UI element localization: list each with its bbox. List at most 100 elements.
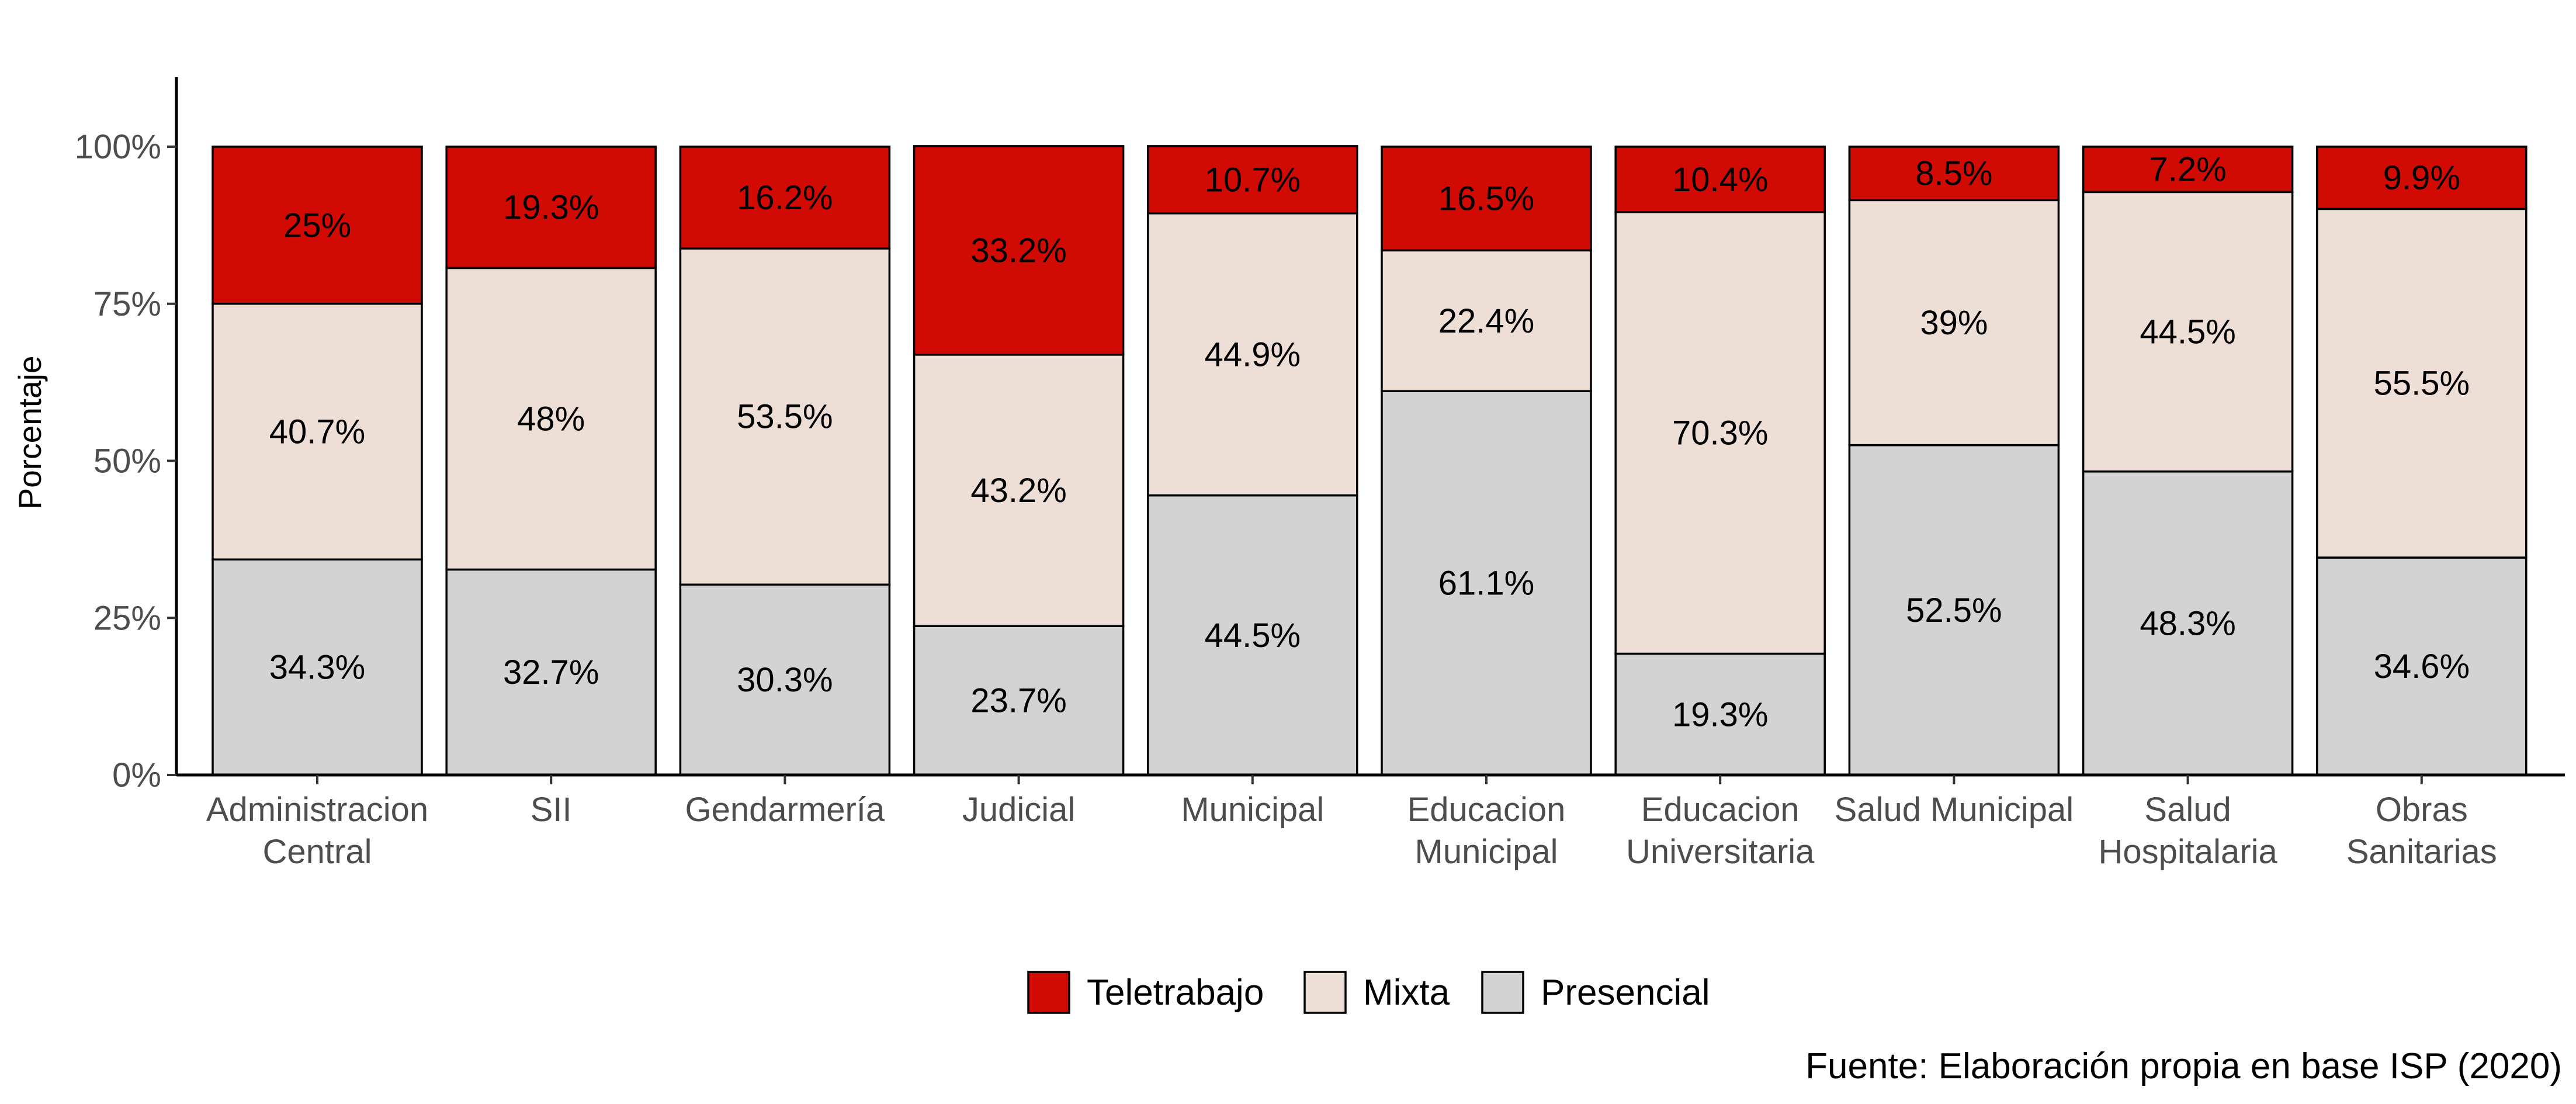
data-label: 53.5%: [737, 398, 833, 436]
x-tick-label-line: Municipal: [1415, 833, 1558, 871]
data-label: 39%: [1920, 304, 1988, 342]
x-tick-label-line: Administracion: [206, 791, 428, 829]
x-tick-label: Judicial: [962, 791, 1075, 829]
data-label: 30.3%: [737, 661, 833, 699]
legend-label-teletrabajo: Teletrabajo: [1087, 973, 1264, 1013]
data-label: 44.5%: [2140, 313, 2235, 351]
x-tick-label: SII: [531, 791, 572, 829]
x-tick-label: Educacion Municipal: [1407, 791, 1566, 871]
data-label: 52.5%: [1906, 591, 2002, 629]
x-tick-label-line: Salud: [2144, 791, 2231, 829]
bar-segment-presencial: [445, 568, 657, 776]
data-label: 34.3%: [269, 649, 365, 687]
data-label: 19.3%: [1672, 695, 1768, 733]
x-tick-label-line: Salud Municipal: [1835, 791, 2074, 829]
axes-layer: 0% 25% 50% 75% 100% Administracion Central SII G…: [75, 77, 2565, 871]
x-tick-label-line: Educacion: [1641, 791, 1800, 829]
data-label: 10.7%: [1205, 161, 1301, 199]
bar-segment-teletrabajo: [913, 145, 1125, 356]
bars-layer: [212, 145, 2528, 776]
x-tick-label-line: Educacion: [1407, 791, 1566, 829]
bar-segment-teletrabajo: [2082, 146, 2294, 193]
bar-segment-mixta: [1614, 211, 1826, 655]
x-tick-label: Gendarmería: [685, 791, 885, 829]
data-label: 7.2%: [2149, 151, 2226, 189]
legend-label-presencial: Presencial: [1541, 973, 1710, 1013]
data-label: 61.1%: [1438, 565, 1534, 603]
data-label: 8.5%: [1915, 155, 1992, 193]
data-label: 40.7%: [269, 413, 365, 451]
x-tick-label-line: Municipal: [1181, 791, 1324, 829]
x-tick-label: Educacion Universitaria: [1626, 791, 1815, 871]
data-label: 43.2%: [970, 472, 1066, 510]
data-label: 44.9%: [1205, 335, 1301, 373]
data-label: 55.5%: [2374, 365, 2470, 403]
x-tick-label-line: Central: [263, 833, 372, 871]
bar-segment-presencial: [2082, 470, 2294, 776]
x-tick-label-line: SII: [531, 791, 572, 829]
bar-segment-presencial: [913, 625, 1125, 776]
data-label: 33.2%: [970, 231, 1066, 269]
data-label: 9.9%: [2383, 159, 2460, 197]
data-label: 10.4%: [1672, 161, 1768, 199]
legend-key-teletrabajo: [1027, 971, 1070, 1014]
x-tick-label: Salud Hospitalaria: [2098, 791, 2277, 871]
x-tick-label-line: Obras: [2376, 791, 2468, 829]
bar-segment-teletrabajo: [1381, 146, 1592, 252]
x-tick-label-line: Gendarmería: [685, 791, 885, 829]
x-tick-label-line: Judicial: [962, 791, 1075, 829]
y-axis-title: Porcentaje: [12, 356, 48, 510]
data-label: 16.2%: [737, 179, 833, 217]
legend: Teletrabajo Mixta Presencial: [1027, 971, 1710, 1014]
x-tick-label: Obras Sanitarias: [2346, 791, 2497, 871]
x-tick-label: Salud Municipal: [1835, 791, 2074, 829]
x-tick-label-line: Sanitarias: [2346, 833, 2497, 871]
bar-segment-teletrabajo: [445, 146, 657, 269]
bar-segment-presencial: [2316, 556, 2528, 776]
bar-segment-presencial: [1614, 652, 1826, 776]
data-label: 32.7%: [503, 653, 599, 691]
bar-segment-mixta: [2082, 191, 2294, 473]
data-label: 48.3%: [2140, 604, 2235, 642]
y-tick-label: 100%: [75, 128, 161, 166]
legend-key-presencial: [1481, 971, 1524, 1014]
bar-segment-mixta: [1381, 249, 1592, 392]
y-tick-label: 75%: [93, 285, 161, 323]
y-tick-label: 50%: [93, 442, 161, 480]
y-tick-label: 0%: [112, 756, 161, 794]
data-label: 25%: [283, 206, 351, 244]
bar-segment-mixta: [1848, 199, 2060, 447]
bar-segment-teletrabajo: [1147, 145, 1358, 214]
bar-segment-teletrabajo: [2316, 146, 2528, 210]
bar-segment-mixta: [913, 354, 1125, 627]
x-tick-label: Municipal: [1181, 791, 1324, 829]
bar-segment-mixta: [2316, 207, 2528, 559]
data-labels-layer: 34.3% 40.7% 25% 32.7% 48% 19.3% 30.3% 53.5% 16.2…: [269, 151, 2470, 734]
bar-segment-teletrabajo: [1614, 146, 1826, 213]
bar-segment-presencial: [1381, 390, 1592, 776]
legend-label-mixta: Mixta: [1363, 973, 1450, 1013]
bar-segment-mixta: [212, 303, 423, 561]
bar-segment-mixta: [679, 247, 891, 586]
data-label: 44.5%: [1205, 617, 1301, 655]
bar-segment-teletrabajo: [1848, 146, 2060, 202]
x-tick-label-line: Universitaria: [1626, 833, 1815, 871]
data-label: 48%: [517, 400, 585, 438]
data-label: 23.7%: [970, 682, 1066, 720]
legend-key-mixta: [1303, 971, 1347, 1014]
data-label: 70.3%: [1672, 414, 1768, 452]
bar-segment-mixta: [445, 267, 657, 571]
y-tick-label: 25%: [93, 599, 161, 637]
data-label: 34.6%: [2374, 648, 2470, 686]
bar-segment-teletrabajo: [212, 146, 423, 305]
data-label: 16.5%: [1438, 180, 1534, 218]
bar-segment-presencial: [212, 558, 423, 776]
x-tick-label: Administracion Central: [206, 791, 428, 871]
bar-segment-presencial: [1147, 494, 1358, 776]
data-label: 19.3%: [503, 189, 599, 227]
caption: Fuente: Elaboración propia en base ISP (…: [1805, 1046, 2562, 1086]
x-tick-label-line: Hospitalaria: [2098, 833, 2277, 871]
bar-segment-teletrabajo: [679, 146, 891, 250]
data-label: 22.4%: [1438, 302, 1534, 340]
